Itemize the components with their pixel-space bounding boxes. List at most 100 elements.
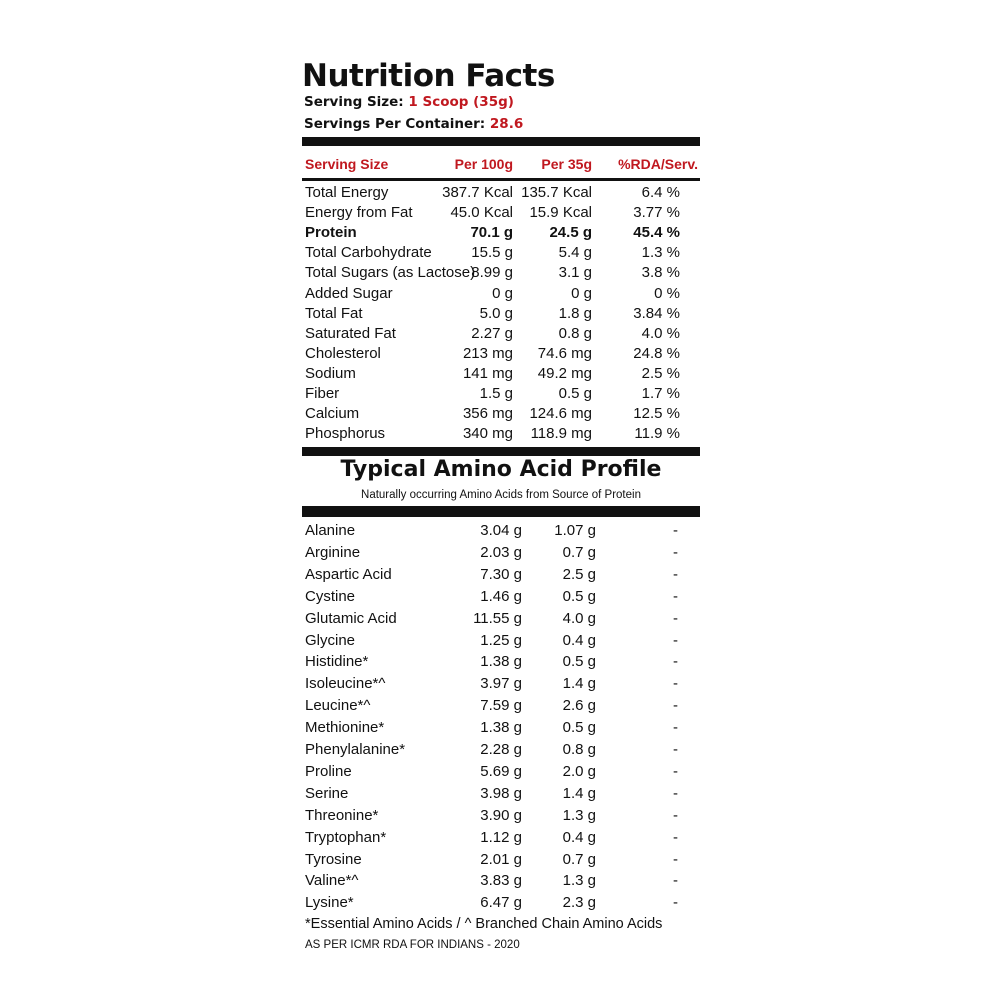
per-35g-value: 1.3 g — [562, 806, 596, 824]
per-100g-value: 3.90 g — [480, 806, 522, 824]
per-35g-value: 15.9 Kcal — [529, 204, 592, 222]
rda-value: - — [673, 719, 678, 737]
per-35g-value: 1.07 g — [554, 522, 596, 539]
per-100g-value: 213 mg — [462, 344, 513, 362]
per-35g-value: 0.5 g — [562, 587, 596, 605]
per-35g-value: 0.7 g — [562, 543, 596, 561]
per-100g-value: 1.12 g — [480, 828, 522, 846]
amino-acid-name: Arginine — [305, 543, 361, 561]
serving-size-label: Serving Size: — [304, 94, 404, 110]
rda-value: - — [673, 697, 678, 715]
amino-acid-name: Tryptophan* — [305, 828, 387, 846]
per-100g-value: 3.97 g — [480, 675, 522, 693]
per-35g-value: 2.5 g — [562, 565, 596, 583]
nutrient-name: Added Sugar — [305, 284, 393, 302]
per-100g-value: 5.0 g — [479, 304, 513, 322]
table-row: Arginine 2.03 g 0.7 g - — [302, 544, 700, 564]
header-per-100g: Per 100g — [454, 156, 513, 172]
nutrient-name: Energy from Fat — [305, 204, 413, 222]
divider-thick — [302, 137, 700, 146]
amino-acid-name: Lysine* — [305, 894, 354, 912]
per-100g-value: 11.55 g — [473, 609, 522, 627]
per-35g-value: 24.5 g — [549, 224, 592, 242]
per-100g-value: 1.25 g — [480, 631, 522, 649]
table-row: Methionine* 1.38 g 0.5 g - — [302, 719, 700, 739]
per-100g-value: 0 g — [492, 284, 513, 302]
table-row: Total Fat 5.0 g 1.8 g 3.84 % — [302, 305, 700, 325]
table-row: Phenylalanine* 2.28 g 0.8 g - — [302, 741, 700, 761]
table-row: Energy from Fat 45.0 Kcal 15.9 Kcal 3.77 % — [302, 204, 700, 224]
amino-acid-name: Glutamic Acid — [305, 609, 397, 627]
table-row: Cholesterol 213 mg 74.6 mg 24.8 % — [302, 345, 700, 365]
per-35g-value: 4.0 g — [562, 609, 596, 627]
nutrient-name: Protein — [305, 224, 357, 242]
nutrition-header-row: Serving Size Per 100g Per 35g %RDA/Serv. — [302, 156, 700, 176]
nutrient-name: Calcium — [305, 405, 360, 423]
rda-value: 11.9 % — [634, 425, 680, 443]
rda-value: - — [673, 543, 678, 561]
per-35g-value: 5.4 g — [558, 244, 592, 262]
table-row: Valine*^ 3.83 g 1.3 g - — [302, 872, 700, 892]
per-35g-value: 2.6 g — [562, 697, 596, 715]
source-note: AS PER ICMR RDA FOR INDIANS - 2020 — [305, 939, 520, 951]
table-row: Phosphorus 340 mg 118.9 mg 11.9 % — [302, 425, 700, 445]
table-row: Histidine* 1.38 g 0.5 g - — [302, 653, 700, 673]
rda-value: - — [673, 850, 678, 868]
rda-value: 2.5 % — [641, 364, 680, 382]
per-35g-value: 0.8 g — [558, 324, 592, 342]
nutrient-name: Fiber — [305, 385, 340, 402]
amino-acid-name: Alanine — [305, 522, 356, 539]
table-row: Total Energy 387.7 Kcal 135.7 Kcal 6.4 % — [302, 184, 700, 204]
per-100g-value: 2.01 g — [480, 850, 522, 868]
table-row: Cystine 1.46 g 0.5 g - — [302, 588, 700, 608]
table-row: Saturated Fat 2.27 g 0.8 g 4.0 % — [302, 325, 700, 345]
per-35g-value: 0.4 g — [562, 631, 596, 649]
per-100g-value: 45.0 Kcal — [450, 204, 513, 222]
table-row: Lysine* 6.47 g 2.3 g - — [302, 894, 700, 914]
amino-acid-name: Aspartic Acid — [305, 565, 392, 583]
table-row: Tryptophan* 1.12 g 0.4 g - — [302, 829, 700, 849]
rda-value: - — [673, 609, 678, 627]
amino-section-subtitle: Naturally occurring Amino Acids from Sou… — [361, 489, 641, 501]
rda-value: 1.3 % — [641, 244, 680, 262]
rda-value: - — [673, 631, 678, 649]
table-row: Serine 3.98 g 1.4 g - — [302, 785, 700, 805]
rda-value: 1.7 % — [641, 385, 680, 402]
rda-value: - — [673, 828, 678, 846]
rda-value: - — [673, 522, 678, 539]
table-row: Added Sugar 0 g 0 g 0 % — [302, 285, 700, 305]
per-35g-value: 124.6 mg — [529, 405, 592, 423]
per-100g-value: 2.27 g — [471, 324, 513, 342]
per-100g-value: 15.5 g — [471, 244, 513, 262]
nutrient-name: Total Fat — [305, 304, 363, 322]
per-100g-value: 8.99 g — [471, 264, 513, 282]
per-100g-value: 1.38 g — [480, 653, 522, 671]
per-100g-value: 387.7 Kcal — [442, 184, 513, 201]
per-100g-value: 3.83 g — [480, 872, 522, 890]
header-rda: %RDA/Serv. — [618, 156, 698, 172]
per-100g-value: 7.59 g — [480, 697, 522, 715]
table-row: Alanine 3.04 g 1.07 g - — [302, 522, 700, 542]
amino-acid-name: Methionine* — [305, 719, 385, 737]
per-35g-value: 3.1 g — [558, 264, 592, 282]
per-35g-value: 0.8 g — [562, 741, 596, 758]
amino-section-title: Typical Amino Acid Profile — [340, 457, 662, 482]
per-35g-value: 0 g — [571, 284, 592, 302]
amino-acid-name: Isoleucine*^ — [305, 675, 386, 693]
serving-size-line: Serving Size: 1 Scoop (35g) — [304, 94, 514, 110]
rda-value: 24.8 % — [633, 344, 680, 362]
per-100g-value: 356 mg — [462, 405, 513, 423]
per-35g-value: 0.5 g — [562, 719, 596, 737]
per-100g-value: 70.1 g — [470, 224, 513, 242]
table-row: Sodium 141 mg 49.2 mg 2.5 % — [302, 365, 700, 385]
per-100g-value: 5.69 g — [480, 762, 522, 780]
table-row: Fiber 1.5 g 0.5 g 1.7 % — [302, 385, 700, 405]
per-35g-value: 1.4 g — [562, 675, 596, 693]
nutrient-name: Total Energy — [305, 184, 389, 201]
per-100g-value: 6.47 g — [480, 894, 522, 912]
rda-value: 0 % — [654, 284, 680, 302]
nutrient-name: Total Sugars (as Lactose) — [305, 264, 476, 282]
per-35g-value: 0.7 g — [562, 850, 596, 868]
nutrient-name: Phosphorus — [305, 425, 386, 443]
page-title: Nutrition Facts — [302, 58, 555, 94]
